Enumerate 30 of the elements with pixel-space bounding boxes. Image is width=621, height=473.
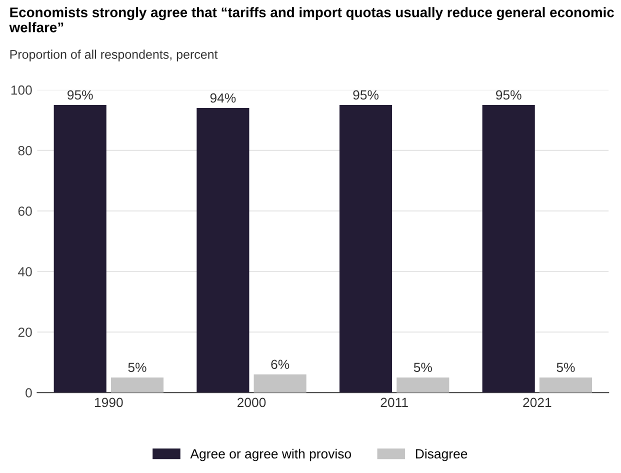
legend-label: Disagree <box>416 448 468 462</box>
data-label: 95% <box>68 90 93 100</box>
data-label: 6% <box>271 360 290 370</box>
data-label: 95% <box>496 90 522 100</box>
x-tick-label: 2000 <box>237 398 266 408</box>
x-tick-label: 2021 <box>523 398 552 408</box>
bar <box>254 374 306 393</box>
y-tick-label: 60 <box>18 206 32 216</box>
data-label: 5% <box>556 362 575 372</box>
bar <box>196 108 250 393</box>
y-tick-label: 20 <box>18 328 32 337</box>
bar <box>482 105 535 393</box>
y-tick-label: 0 <box>26 388 32 398</box>
y-tick-label: 40 <box>18 267 32 276</box>
x-tick-label: 2011 <box>380 398 408 408</box>
data-label: 95% <box>353 90 379 100</box>
chart-subtitle: Proportion of all respondents, percent <box>10 50 218 62</box>
data-label: 5% <box>128 362 146 372</box>
bar <box>54 105 106 393</box>
data-label: 5% <box>414 362 432 372</box>
data-label: 94% <box>210 93 236 103</box>
legend-label: Agree or agree with proviso <box>190 448 352 462</box>
bar <box>396 377 450 393</box>
bar <box>110 377 164 393</box>
y-tick-label: 100 <box>11 85 32 95</box>
bar <box>539 377 592 393</box>
bar <box>339 105 392 393</box>
chart-title: Economists strongly agree that “tariffs and import quotas usually reduce general economic welfare” <box>9 7 614 32</box>
y-tick-label: 80 <box>18 146 32 156</box>
x-tick-label: 1990 <box>95 398 123 408</box>
